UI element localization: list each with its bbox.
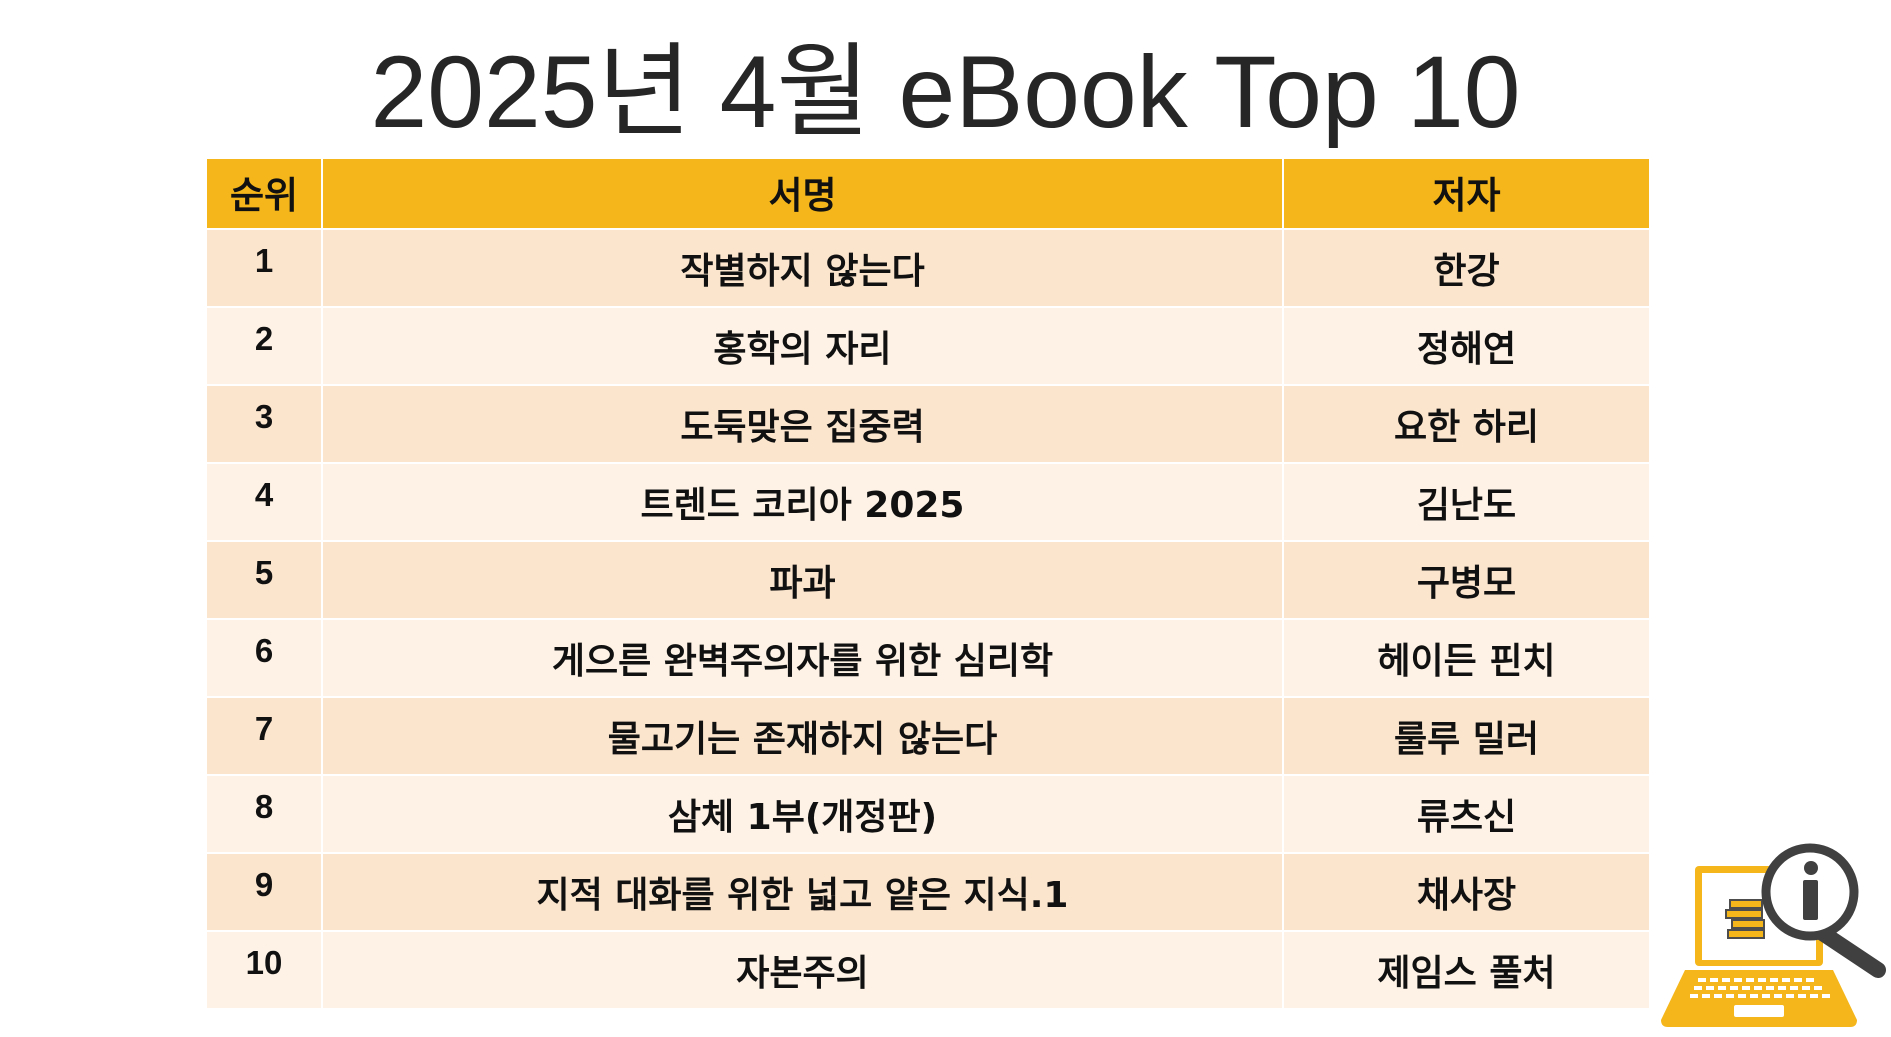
ebook-ranking-table: 순위 서명 저자 1 작별하지 않는다 한강 2 홍학의 자리 정해연 3 도둑… [205, 157, 1651, 1010]
author-cell: 정해연 [1282, 306, 1651, 386]
rank-cell: 3 [205, 384, 323, 464]
book-title-cell: 지적 대화를 위한 넓고 얕은 지식.1 [321, 852, 1284, 932]
book-title-cell: 파과 [321, 540, 1284, 620]
table-row: 2 홍학의 자리 정해연 [205, 306, 1651, 386]
author-cell: 김난도 [1282, 462, 1651, 542]
rank-cell: 4 [205, 462, 323, 542]
author-cell: 류츠신 [1282, 774, 1651, 854]
header-rank: 순위 [205, 157, 323, 230]
book-title-cell: 게으른 완벽주의자를 위한 심리학 [321, 618, 1284, 698]
table-row: 1 작별하지 않는다 한강 [205, 228, 1651, 308]
table-header-row: 순위 서명 저자 [205, 157, 1651, 230]
author-cell: 제임스 풀처 [1282, 930, 1651, 1010]
author-cell: 채사장 [1282, 852, 1651, 932]
rank-cell: 6 [205, 618, 323, 698]
table-row: 8 삼체 1부(개정판) 류츠신 [205, 774, 1651, 854]
author-cell: 룰루 밀러 [1282, 696, 1651, 776]
rank-cell: 8 [205, 774, 323, 854]
book-title-cell: 삼체 1부(개정판) [321, 774, 1284, 854]
table-row: 4 트렌드 코리아 2025 김난도 [205, 462, 1651, 542]
table-row: 6 게으른 완벽주의자를 위한 심리학 헤이든 핀치 [205, 618, 1651, 698]
rank-cell: 10 [205, 930, 323, 1010]
rank-cell: 7 [205, 696, 323, 776]
header-book-title: 서명 [321, 157, 1284, 230]
page-title: 2025년 4월 eBook Top 10 [370, 35, 1521, 149]
rank-cell: 1 [205, 228, 323, 308]
book-title-cell: 물고기는 존재하지 않는다 [321, 696, 1284, 776]
book-title-cell: 작별하지 않는다 [321, 228, 1284, 308]
author-cell: 요한 하리 [1282, 384, 1651, 464]
table-row: 9 지적 대화를 위한 넓고 얕은 지식.1 채사장 [205, 852, 1651, 932]
book-title-cell: 홍학의 자리 [321, 306, 1284, 386]
author-cell: 한강 [1282, 228, 1651, 308]
rank-cell: 5 [205, 540, 323, 620]
book-title-cell: 도둑맞은 집중력 [321, 384, 1284, 464]
rank-cell: 2 [205, 306, 323, 386]
table-row: 5 파과 구병모 [205, 540, 1651, 620]
author-cell: 구병모 [1282, 540, 1651, 620]
book-title-cell: 트렌드 코리아 2025 [321, 462, 1284, 542]
rank-cell: 9 [205, 852, 323, 932]
table-row: 10 자본주의 제임스 풀처 [205, 930, 1651, 1010]
laptop-ebook-search-icon [1661, 843, 1886, 1027]
table-row: 7 물고기는 존재하지 않는다 룰루 밀러 [205, 696, 1651, 776]
author-cell: 헤이든 핀치 [1282, 618, 1651, 698]
header-author: 저자 [1282, 157, 1651, 230]
book-title-cell: 자본주의 [321, 930, 1284, 1010]
table-row: 3 도둑맞은 집중력 요한 하리 [205, 384, 1651, 464]
